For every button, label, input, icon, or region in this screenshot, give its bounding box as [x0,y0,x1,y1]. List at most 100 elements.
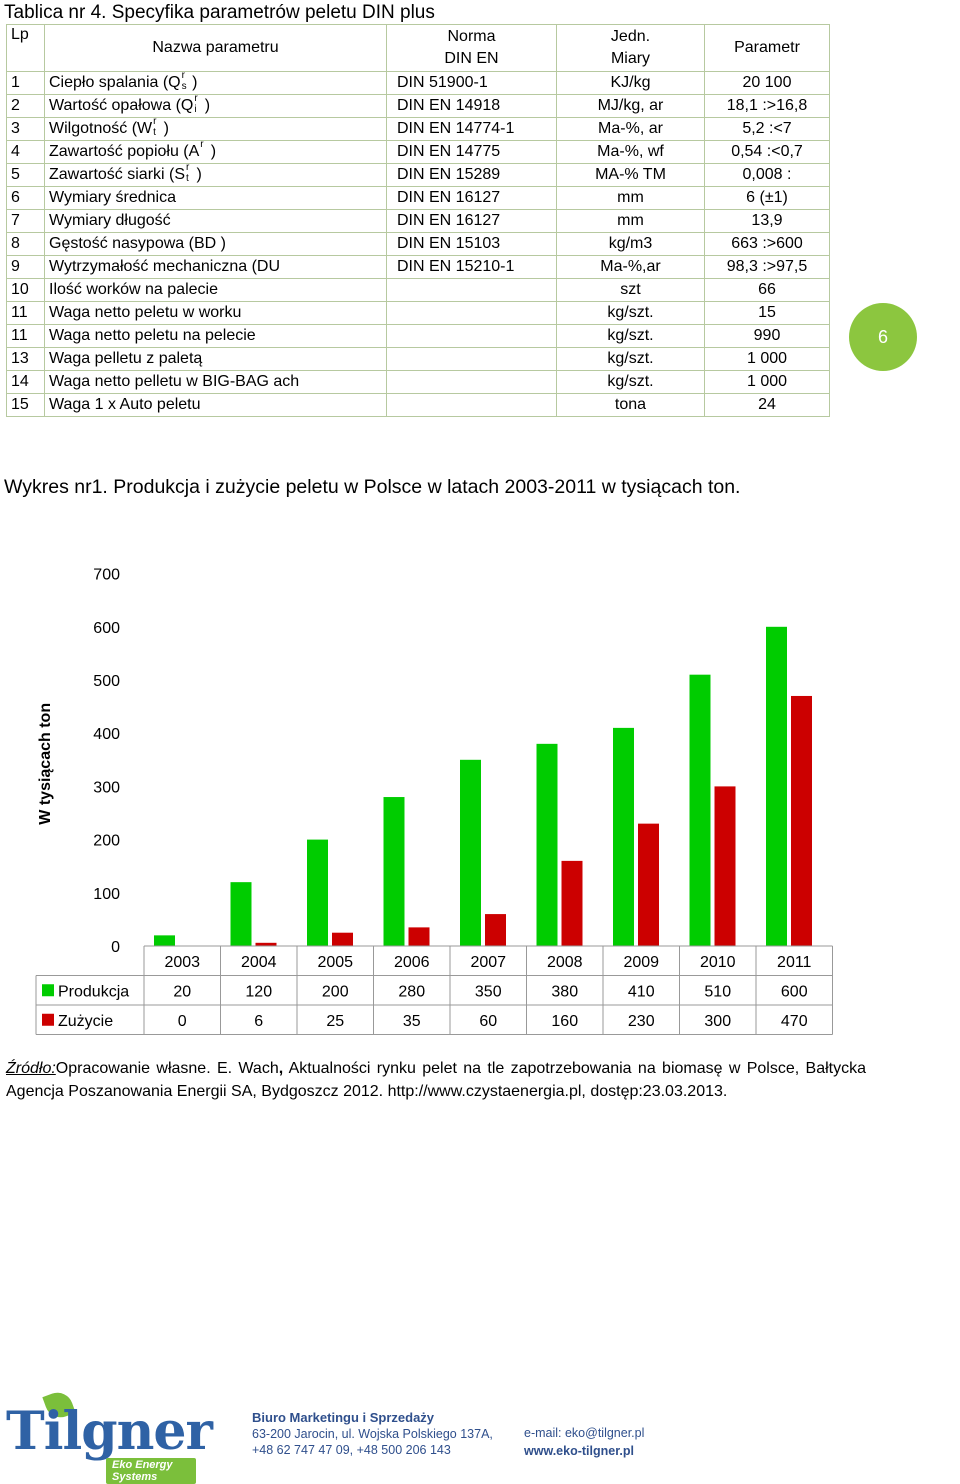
table-row: 3 Wilgotność (W r t ) DIN EN 14774-1 Ma-%, ar… [6,117,830,141]
email-link[interactable]: e-mail: eko@tilgner.pl [524,1426,645,1440]
param-name: Wytrzymałość mechaniczna (DU [49,258,281,275]
header-norm-line1: Norma [447,28,496,45]
spec-table-body: 1 Ciepło spalania (Q r s ) DIN 51900-1 KJ/kg 2… [6,71,830,417]
param-name: Gęstość nasypowa (BD ) [49,235,226,252]
row-lp: 8 [6,232,45,256]
row-lp: 11 [6,301,45,325]
table-row: 15 Waga 1 x Auto peletu tona 24 [6,393,830,417]
row-norm [386,278,557,302]
param-name: Waga 1 x Auto peletu [49,396,201,413]
param-superscript: r [200,140,204,151]
bar-zuzycie [485,914,506,946]
online-contact: e-mail: eko@tilgner.pl www.eko-tilgner.p… [524,1424,644,1460]
row-name: Wytrzymałość mechaniczna (DU [44,255,387,279]
table-row: 2 Wartość opałowa (Q r i ) DIN EN 14918 MJ/kg… [6,94,830,118]
table-row: 13 Waga pelletu z paletą kg/szt. 1 000 [6,347,830,371]
row-unit: kg/szt. [556,324,705,348]
param-name: Waga netto pelletu w BIG-BAG ach [49,373,300,390]
row-value: 18,1 :>16,8 [704,94,830,118]
table-row: 9 Wytrzymałość mechaniczna (DU DIN EN 1521… [6,255,830,279]
row-value: 0,54 :<0,7 [704,140,830,164]
row-value: 24 [704,393,830,417]
row-unit: Ma-%, ar [556,117,705,141]
office-address: 63-200 Jarocin, ul. Wojska Polskiego 137… [252,1427,493,1441]
row-norm [386,347,557,371]
data-value-label: 60 [479,1013,497,1030]
row-lp: 14 [6,370,45,394]
data-value-label: 600 [781,983,808,1000]
data-value-label: 510 [704,983,731,1000]
table-title: Tablica nr 4. Specyfika parametrów pelet… [4,2,435,23]
row-norm: DIN EN 16127 [386,186,557,210]
param-subscript: i [194,104,197,115]
y-tick-label: 400 [93,726,120,743]
y-axis-title: W tysiącach ton [37,703,54,825]
param-name: Waga netto peletu w worku [49,304,242,321]
row-name: Gęstość nasypowa (BD ) [44,232,387,256]
bar-zuzycie [408,927,430,946]
source-text-b: Aktualności rynku pelet na tle zapotrzeb… [6,1060,866,1100]
row-unit: kg/szt. [556,301,705,325]
header-unit: Jedn. Miary [556,24,705,72]
param-superscript: r [186,163,190,174]
office-contact: Biuro Marketingu i Sprzedaży 63-200 Jaro… [252,1410,493,1458]
row-unit: mm [556,209,705,233]
row-unit: MJ/kg, ar [556,94,705,118]
row-name: Zawartość popiołu (A r ) [44,140,387,164]
row-norm: DIN EN 16127 [386,209,557,233]
data-value-label: 6 [254,1013,263,1030]
row-unit: kg/szt. [556,370,705,394]
bar-zuzycie [791,695,812,946]
header-value: Parametr [704,24,830,72]
row-norm: DIN EN 14774-1 [386,117,557,141]
data-value-label: 380 [551,983,578,1000]
x-category-label: 2011 [777,954,812,971]
table-row: 14 Waga netto pelletu w BIG-BAG ach kg/szt… [6,370,830,394]
param-name-tail: ) [159,120,169,137]
source-comma: , [278,1060,284,1077]
legend-key-produkcja [42,984,54,997]
website-link[interactable]: www.eko-tilgner.pl [524,1444,634,1458]
row-value: 20 100 [704,71,830,95]
table-row: 1 Ciepło spalania (Q r s ) DIN 51900-1 KJ/kg 2… [6,71,830,95]
row-unit: kg/szt. [556,347,705,371]
row-name: Ilość worków na palecie [44,278,387,302]
source-text-a: Opracowanie własne. E. Wach [55,1060,279,1077]
data-value-label: 200 [322,983,349,1000]
table-row: 10 Ilość worków na palecie szt 66 [6,278,830,302]
row-value: 15 [704,301,830,325]
param-name-tail: ) [187,74,198,91]
header-norm: Norma DIN EN [386,24,557,72]
x-category-label: 2008 [547,954,583,971]
legend-key-zuzycie [42,1013,54,1026]
row-norm: DIN EN 15210-1 [386,255,557,279]
row-norm [386,370,557,394]
y-tick-label: 300 [93,779,120,796]
row-value: 98,3 :>97,5 [704,255,830,279]
table-row: 6 Wymiary średnica DIN EN 16127 mm 6 (±1) [6,186,830,210]
legend-label: Zużycie [58,1013,113,1030]
row-value: 13,9 [704,209,830,233]
table-row: 5 Zawartość siarki (S r t ) DIN EN 15289 MA-%… [6,163,830,187]
x-category-label: 2003 [164,954,200,971]
header-unit-line1: Jedn. [610,28,651,45]
row-lp: 6 [6,186,45,210]
row-value: 66 [704,278,830,302]
x-category-label: 2009 [623,954,659,971]
bar-produkcja [154,935,175,946]
param-name: Wartość opałowa (Q [49,97,194,114]
x-category-label: 2004 [241,954,277,971]
row-value: 663 :>600 [704,232,830,256]
table-row: 11 Waga netto peletu na pelecie kg/szt. 990 [6,324,830,348]
row-name: Ciepło spalania (Q r s ) [44,71,387,95]
table-header-row: Lp Nazwa parametru Norma DIN EN Jedn. Mi… [6,24,830,72]
table-row: 11 Waga netto peletu w worku kg/szt. 15 [6,301,830,325]
row-norm: DIN EN 14775 [386,140,557,164]
row-norm: DIN EN 15103 [386,232,557,256]
row-value: 1 000 [704,347,830,371]
logo-wordmark: Tilgner [6,1401,213,1462]
bar-zuzycie [255,942,277,946]
table-row: 7 Wymiary długość DIN EN 16127 mm 13,9 [6,209,830,233]
data-value-label: 0 [178,1013,187,1030]
